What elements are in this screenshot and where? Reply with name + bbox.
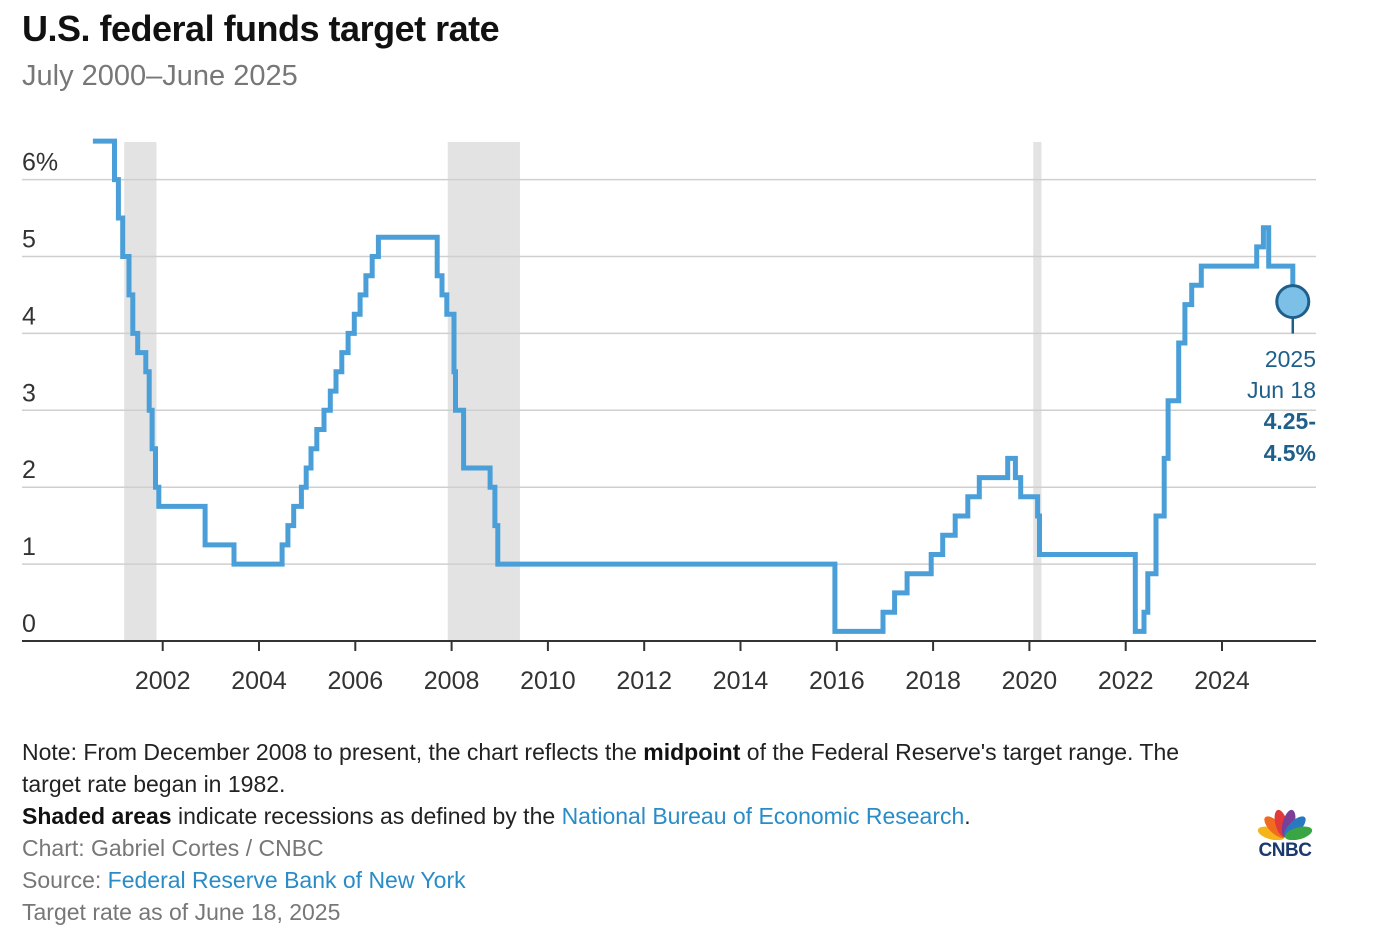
x-tick-label: 2006	[327, 667, 383, 695]
note-midpoint: Note: From December 2008 to present, the…	[22, 739, 1180, 797]
cnbc-logo-text: CNBC	[1258, 840, 1312, 861]
x-tick-label: 2002	[135, 667, 191, 695]
rate-chart: 0 1 2 3 4 5 6% 2002 2004 2006 2008 2010 2012 2014 201…	[22, 138, 1316, 695]
final-point-circle	[1275, 284, 1311, 320]
x-tick-label: 2012	[616, 667, 672, 695]
x-tick-label: 2024	[1194, 667, 1250, 695]
x-tick-label: 2004	[231, 667, 287, 695]
peacock-icon	[1257, 809, 1313, 841]
x-tick-label: 2010	[520, 667, 576, 695]
x-tick-label: 2022	[1098, 667, 1154, 695]
y-tick-label: 2	[22, 456, 36, 484]
y-tick-label: 6%	[22, 149, 58, 177]
as-of-date: Target rate as of June 18, 2025	[22, 899, 341, 925]
x-tick-label: 2014	[713, 667, 769, 695]
rate-series-line	[92, 138, 1296, 634]
chart-credit: Chart: Gabriel Cortes / CNBC	[22, 835, 324, 861]
x-tick-label: 2008	[424, 667, 480, 695]
y-tick-label: 5	[22, 226, 36, 254]
annotation-date: Jun 18	[1247, 377, 1316, 403]
note-recessions: Shaded areas indicate recessions as defi…	[22, 803, 971, 829]
y-tick-label: 1	[22, 533, 36, 561]
annotation-year: 2025	[1265, 346, 1316, 372]
chart-notes: Note: From December 2008 to present, the…	[22, 736, 1222, 928]
cnbc-logo: CNBC	[1252, 806, 1318, 862]
y-tick-label: 3	[22, 379, 36, 407]
final-point-marker	[1275, 284, 1311, 334]
peacock-feather	[1284, 826, 1313, 841]
source-link[interactable]: Federal Reserve Bank of New York	[107, 867, 466, 893]
chart-title: U.S. federal funds target rate	[22, 8, 500, 49]
x-tick-label: 2020	[1002, 667, 1058, 695]
gridlines	[22, 178, 1316, 565]
recession-band-2	[447, 142, 520, 641]
source-line: Source: Federal Reserve Bank of New York	[22, 867, 466, 893]
chart-subtitle: July 2000–June 2025	[22, 60, 298, 92]
x-tick-label: 2016	[809, 667, 865, 695]
final-point-annotation: 2025 Jun 18 4.25- 4.5%	[1247, 346, 1316, 466]
nber-link[interactable]: National Bureau of Economic Research	[561, 803, 965, 829]
annotation-value: 4.25-	[1264, 408, 1316, 434]
x-axis: 2002 2004 2006 2008 2010 2012 2014 2016 2018 2020…	[22, 640, 1316, 695]
y-axis-labels: 0 1 2 3 4 5 6%	[22, 149, 58, 638]
recession-band-3	[1033, 142, 1042, 641]
annotation-value-unit: 4.5%	[1264, 440, 1316, 466]
x-tick-label: 2018	[905, 667, 961, 695]
y-tick-label: 0	[22, 610, 36, 638]
y-tick-label: 4	[22, 302, 36, 330]
